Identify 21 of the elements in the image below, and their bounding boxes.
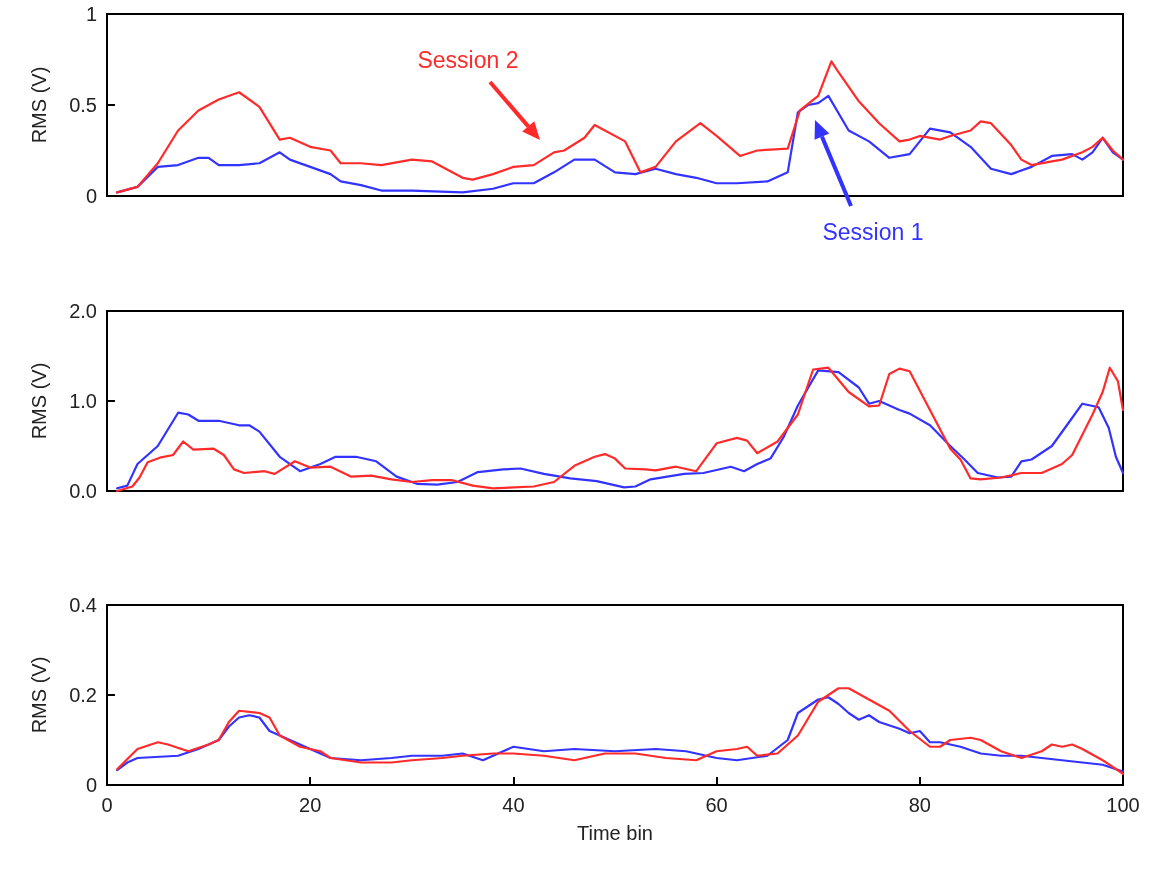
x-axis-title: Time bin	[577, 822, 653, 844]
y-tick-label: 0	[85, 185, 97, 207]
y-tick-label: 0	[85, 774, 97, 796]
text: Session 1	[822, 219, 924, 245]
y-tick-label: 0.4	[69, 594, 97, 616]
y-tick-label: 1.0	[69, 390, 97, 412]
y-tick-label: 2.0	[69, 300, 97, 322]
x-tick-label: 100	[1106, 794, 1140, 816]
x-tick-label: 80	[908, 794, 931, 816]
annotation: Session 2	[417, 47, 519, 73]
y-tick-label: 0.0	[69, 480, 97, 502]
x-tick-label: 40	[502, 794, 525, 816]
x-tick-label: 20	[299, 794, 322, 816]
y-axis-title: RMS (V)	[28, 66, 50, 144]
y-tick-label: 0.2	[69, 684, 97, 706]
y-tick-label: 0.5	[69, 94, 97, 116]
x-tick-label: 0	[101, 794, 113, 816]
y-axis-title: RMS (V)	[28, 656, 50, 734]
x-tick-label: 60	[705, 794, 728, 816]
y-axis-title: RMS (V)	[28, 362, 50, 440]
y-tick-label: 1	[85, 3, 97, 25]
